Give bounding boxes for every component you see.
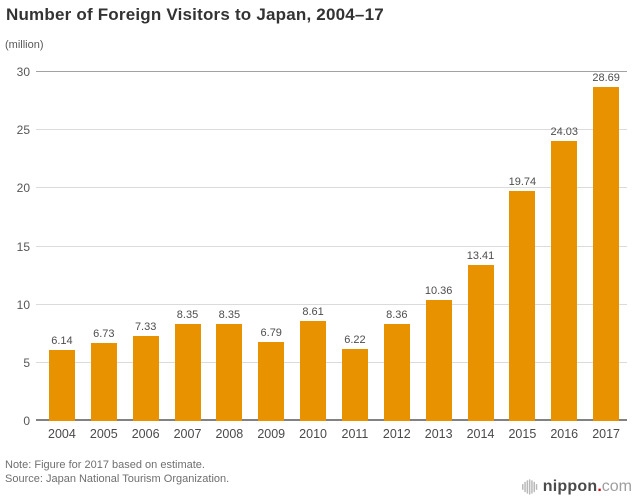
x-tick-label: 2016 (550, 427, 579, 441)
gridline-25 (36, 129, 627, 131)
bar-value-label: 6.73 (93, 327, 115, 340)
bar (216, 323, 243, 421)
bar (425, 300, 452, 421)
bar-group-2011: 6.22 (334, 72, 376, 421)
x-tick-label: 2011 (341, 427, 369, 441)
bar (48, 349, 75, 421)
y-axis: 0 5 10 15 20 25 30 (0, 66, 30, 427)
gridline-0 (36, 419, 627, 421)
plot-area: 6.14 6.73 7.33 8.35 8.35 6.79 8.61 6.22 8.36 10.3… (36, 71, 627, 421)
bar (90, 342, 117, 421)
bar-group-2005: 6.73 (83, 72, 125, 421)
bar-value-label: 24.03 (550, 126, 578, 139)
bar-value-label: 13.41 (466, 250, 495, 262)
bar (509, 191, 536, 421)
nippon-logo-text: nippon.com (542, 478, 632, 495)
bar-value-label: 7.33 (134, 320, 157, 333)
bar (467, 265, 494, 421)
x-tick-label: 2017 (592, 427, 620, 441)
bar (258, 342, 285, 421)
bar-group-2004: 6.14 (41, 72, 83, 421)
x-tick-label: 2015 (508, 427, 537, 441)
x-tick-label: 2006 (131, 427, 160, 441)
bar (593, 87, 620, 421)
bar (132, 335, 159, 421)
gridline-30 (36, 71, 627, 72)
x-tick-label: 2007 (173, 427, 202, 441)
chart-title: Number of Foreign Visitors to Japan, 200… (6, 5, 384, 24)
note-text: Note: Figure for 2017 based on estimate. (5, 459, 205, 471)
y-tick-label: 20 (16, 181, 30, 196)
bar (174, 323, 201, 421)
bar-group-2015: 19.74 (501, 72, 543, 421)
bar-group-2013: 10.36 (418, 72, 460, 421)
bar-value-label: 19.74 (508, 176, 537, 189)
y-tick-label: 15 (16, 239, 30, 254)
nippon-logo-mark-icon (521, 479, 538, 495)
bar-group-2006: 7.33 (125, 72, 167, 421)
y-tick-label: 25 (16, 123, 30, 138)
y-tick-label: 10 (16, 297, 30, 312)
bar (383, 323, 410, 421)
bar-group-2012: 8.36 (376, 72, 418, 421)
gridline-5 (36, 361, 627, 363)
x-tick-label: 2014 (466, 427, 495, 441)
bar-value-label: 8.35 (176, 308, 199, 321)
x-tick-label: 2009 (257, 427, 286, 441)
bar-value-label: 6.14 (51, 334, 73, 347)
bar-group-2017: 28.69 (585, 72, 627, 421)
bar-value-label: 6.22 (344, 333, 366, 346)
source-text: Source: Japan National Tourism Organizat… (5, 473, 230, 485)
bar-group-2008: 8.35 (208, 72, 250, 421)
x-tick-label: 2013 (424, 427, 453, 441)
x-tick-label: 2005 (89, 427, 118, 441)
x-tick-label: 2004 (48, 427, 76, 441)
bar-group-2014: 13.41 (460, 72, 502, 421)
y-tick-label: 30 (16, 65, 30, 79)
bar-group-2009: 6.79 (250, 72, 292, 421)
gridline-20 (36, 187, 627, 189)
gridline-15 (36, 245, 627, 247)
y-tick-label: 0 (23, 414, 30, 428)
y-tick-label: 5 (23, 355, 30, 370)
x-axis: 2004 2005 2006 2007 2008 2009 2010 2011 2012 2013… (36, 427, 627, 443)
gridline-10 (36, 303, 627, 305)
logo-red-dot: . (597, 478, 602, 495)
bar-value-label: 8.36 (386, 308, 408, 321)
bar-value-label: 6.79 (260, 327, 282, 340)
y-axis-unit-label: (million) (5, 39, 44, 51)
bar-value-label: 10.36 (424, 285, 453, 298)
x-tick-label: 2010 (299, 427, 327, 441)
nippon-com-logo: nippon.com (521, 478, 632, 496)
bar (341, 348, 368, 421)
bar (300, 320, 327, 421)
bar-value-label: 8.61 (302, 305, 324, 318)
bar-value-label: 8.35 (218, 308, 241, 321)
x-tick-label: 2008 (215, 427, 244, 441)
bar-value-label: 28.69 (592, 72, 620, 85)
bar-group-2010: 8.61 (292, 72, 334, 421)
footnotes: Note: Figure for 2017 based on estimate.… (5, 458, 229, 486)
plot-columns: 6.14 6.73 7.33 8.35 8.35 6.79 8.61 6.22 8.36 10.3… (36, 72, 627, 421)
bar-group-2007: 8.35 (167, 72, 209, 421)
bar-group-2016: 24.03 (543, 72, 585, 421)
x-tick-label: 2012 (382, 427, 411, 441)
bar (551, 141, 578, 421)
